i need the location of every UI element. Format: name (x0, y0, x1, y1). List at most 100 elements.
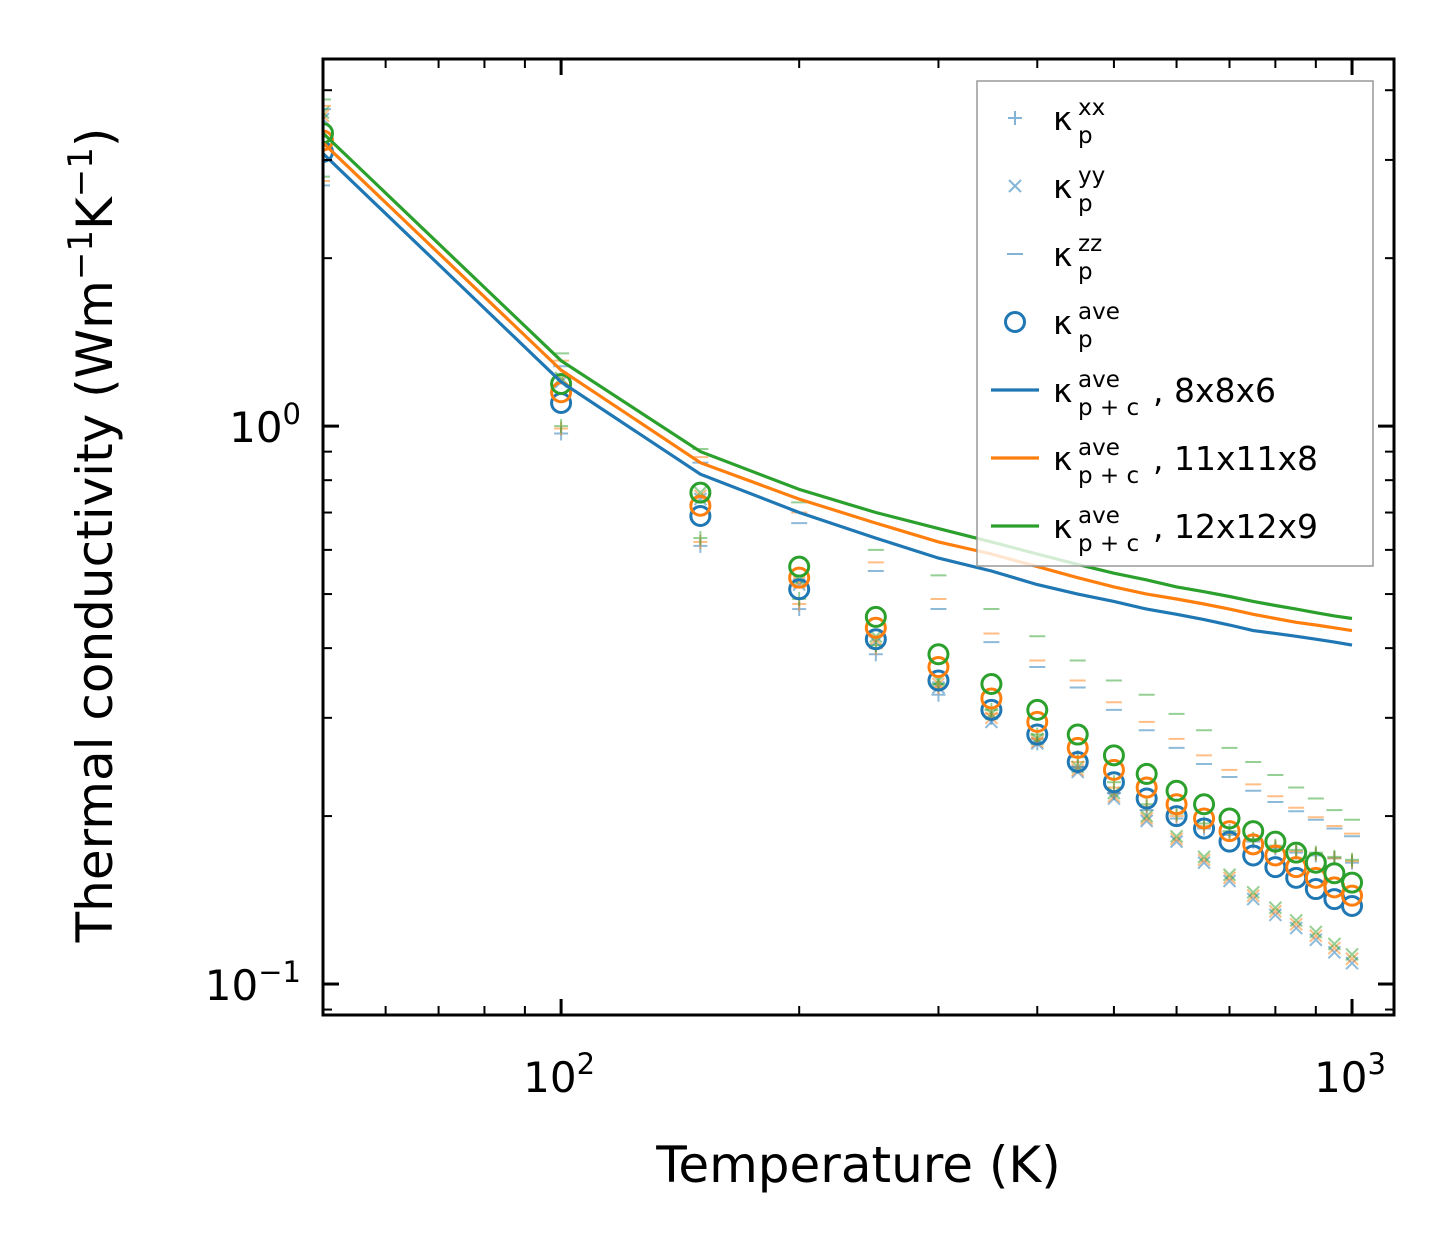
legend-entry-0-sup: xx (1078, 95, 1105, 121)
point--xx-12x12x9-150 (693, 531, 708, 546)
x-tick-label-1000: 103 (1314, 1047, 1386, 1102)
point--ave-11x11x8-650 (1193, 807, 1216, 830)
series-line--p-c-ave-8x8x6 (323, 152, 1353, 647)
point--yy-12x12x9-900 (1309, 925, 1323, 939)
legend-entry-0-symbol: κ (1053, 99, 1072, 138)
plot-data-layer (323, 98, 1364, 970)
point--yy-12x12x9-700 (1222, 868, 1237, 882)
point--ave-8x8x6-750 (1242, 844, 1265, 867)
point--ave-8x8x6-200 (788, 578, 811, 601)
legend-entry-1-marker-b (1008, 179, 1022, 193)
legend-entry-3-sup: ave (1078, 299, 1120, 325)
point--xx-12x12x9-100 (554, 419, 569, 434)
legend-entry-2-symbol: κ (1053, 235, 1072, 274)
y-axis-title: Thermal conductivity (Wm−1K−1) (61, 128, 124, 944)
point--yy-11x11x8-800 (1268, 904, 1283, 919)
point--yy-11x11x8-750-b (1246, 888, 1260, 903)
point--yy-11x11x8-1000 (1345, 952, 1359, 966)
point--yy-11x11x8-850 (1289, 917, 1303, 931)
point--yy-11x11x8-600-b (1169, 832, 1184, 846)
point--yy-11x11x8-850-b (1289, 917, 1303, 931)
x-axis-title: Temperature (K) (655, 1136, 1060, 1194)
legend-box (976, 80, 1374, 567)
point--yy-12x12x9-800 (1268, 901, 1283, 915)
legend-entry-4-sub: p + c (1078, 395, 1139, 421)
point--yy-11x11x8-700 (1222, 871, 1237, 885)
point--xx-12x12x9-50 (323, 169, 330, 184)
point--ave-12x12x9-350 (980, 672, 1003, 695)
point--yy-11x11x8-50-b (323, 109, 330, 118)
point--yy-12x12x9-750-b (1246, 885, 1260, 900)
point--ave-11x11x8-350 (980, 687, 1003, 710)
y-tick-label-1: 100 (229, 397, 301, 452)
legend-entry-3-sub: p (1078, 327, 1093, 353)
series-line--p-c-ave-11x11x8 (323, 141, 1353, 633)
point--yy-11x11x8-800-b (1268, 904, 1283, 919)
point--ave-11x11x8-700 (1218, 820, 1241, 843)
point--ave-11x11x8-800 (1264, 844, 1287, 867)
point--ave-8x8x6-500 (1102, 771, 1125, 794)
plot-frame (321, 57, 1396, 1017)
legend-entry-2-sub: p (1078, 259, 1093, 285)
point--ave-12x12x9-900 (1304, 851, 1327, 874)
point--yy-8x8x6-700 (1222, 874, 1237, 888)
point--ave-12x12x9-700 (1218, 807, 1241, 830)
point--yy-12x12x9-650-b (1197, 850, 1211, 864)
point--ave-11x11x8-150 (689, 494, 712, 517)
point--ave-8x8x6-600 (1165, 805, 1188, 828)
point--yy-11x11x8-550 (1139, 811, 1154, 826)
point--xx-8x8x6-50 (323, 178, 330, 193)
point--yy-12x12x9-50-b (323, 105, 330, 114)
point--yy-12x12x9-50-a (323, 110, 330, 120)
point--ave-8x8x6-450 (1066, 751, 1089, 774)
point--ave-12x12x9-200 (788, 555, 811, 578)
legend-entry-3-symbol: κ (1053, 303, 1072, 342)
point--yy-11x11x8-900-b (1309, 929, 1323, 943)
point--ave-8x8x6-350 (980, 698, 1003, 721)
y-title-part-4: ) (66, 128, 124, 148)
legend-entry-2-sup: zz (1078, 231, 1102, 257)
point--yy-11x11x8-950 (1327, 941, 1342, 955)
point--yy-11x11x8-50 (323, 109, 330, 123)
point--ave-12x12x9-300 (927, 643, 950, 666)
point--xx-12x12x9-350 (984, 702, 999, 717)
point--ave-12x12x9-800 (1264, 830, 1287, 853)
point--yy-8x8x6-550-b (1139, 814, 1154, 828)
point--ave-12x12x9-550 (1135, 762, 1158, 785)
legend-entry-0-sub: p (1078, 123, 1093, 149)
y-title-part-2: K (66, 196, 124, 230)
legend-entry-1-symbol: κ (1053, 167, 1072, 206)
point--yy-8x8x6-650 (1197, 855, 1211, 870)
legend-entry-5-suffix: , 11x11x8 (1153, 439, 1318, 478)
point--ave-11x11x8-500 (1102, 758, 1125, 781)
point--yy-8x8x6-600-b (1169, 834, 1184, 849)
y-tick-base: 10 (205, 961, 258, 1010)
point--yy-12x12x9-700-b (1222, 868, 1237, 882)
point--ave-8x8x6-250 (864, 628, 887, 651)
x-tick-exp: 2 (577, 1047, 595, 1081)
legend-entry-4-symbol: κ (1053, 371, 1072, 410)
point--yy-11x11x8-650-b (1197, 853, 1211, 867)
point--yy-8x8x6-150 (693, 492, 708, 506)
point--yy-11x11x8-750 (1246, 888, 1260, 903)
legend-entry-5-sup: ave (1078, 435, 1120, 461)
point--ave-12x12x9-750 (1242, 820, 1265, 843)
point--yy-11x11x8-950-b (1327, 941, 1342, 955)
point--yy-11x11x8-600 (1169, 832, 1184, 846)
point--yy-12x12x9-950 (1327, 937, 1342, 951)
x-tick-base: 10 (523, 1053, 576, 1102)
point--ave-12x12x9-950 (1323, 862, 1346, 885)
legend-entry-6-suffix: , 12x12x9 (1153, 507, 1318, 546)
series-line--p-c-ave-12x12x9 (323, 132, 1353, 621)
point--ave-12x12x9-500 (1102, 744, 1125, 767)
legend-entry-6-sup: ave (1078, 503, 1120, 529)
point--xx-11x11x8-50 (323, 174, 330, 189)
point--ave-8x8x6-150 (689, 505, 712, 528)
point--ave-12x12x9-150 (689, 481, 712, 504)
point--yy-12x12x9-1000-b (1345, 947, 1359, 962)
point--ave-8x8x6-700 (1218, 830, 1241, 853)
point--yy-12x12x9-850-b (1289, 913, 1303, 928)
point--yy-12x12x9-650 (1197, 850, 1211, 864)
